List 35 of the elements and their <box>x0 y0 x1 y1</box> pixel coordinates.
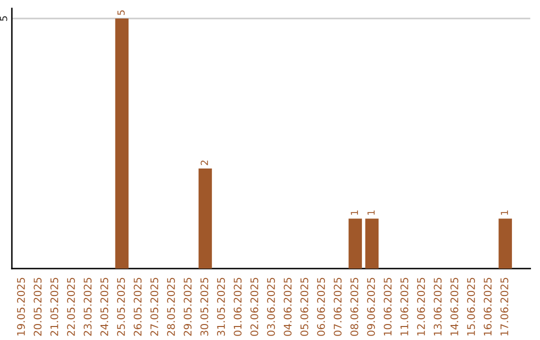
x-tick-label: 24.05.2025 <box>100 278 108 336</box>
x-tick-label: 04.06.2025 <box>284 278 292 336</box>
x-tick-label: 25.05.2025 <box>117 278 125 336</box>
x-tick-label: 13.06.2025 <box>434 278 442 336</box>
x-tick-label: 15.06.2025 <box>467 278 475 336</box>
data-label: 1 <box>350 210 358 215</box>
x-tick-label: 06.06.2025 <box>317 278 325 336</box>
x-tick-label: 26.05.2025 <box>134 278 142 336</box>
x-tick-label: 11.06.2025 <box>400 278 408 336</box>
x-tick-label: 16.06.2025 <box>484 278 492 336</box>
x-tick-label: 14.06.2025 <box>450 278 458 336</box>
x-tick-label: 30.05.2025 <box>200 278 208 336</box>
data-label: 2 <box>200 160 208 166</box>
x-tick-label: 05.06.2025 <box>300 278 308 336</box>
x-tick-label: 31.05.2025 <box>217 278 225 336</box>
x-tick-label: 29.05.2025 <box>184 278 192 336</box>
x-tick-label: 01.06.2025 <box>234 278 242 336</box>
x-tick-label: 09.06.2025 <box>367 278 375 336</box>
x-tick-label: 19.05.2025 <box>17 278 25 336</box>
x-tick-label: 21.05.2025 <box>50 278 58 336</box>
x-tick-label: 27.05.2025 <box>150 278 158 336</box>
x-tick-label: 28.05.2025 <box>167 278 175 336</box>
data-label: 1 <box>500 210 508 215</box>
x-tick-label: 03.06.2025 <box>267 278 275 336</box>
x-tick-label: 10.06.2025 <box>384 278 392 336</box>
x-tick-label: 07.06.2025 <box>334 278 342 336</box>
x-tick-label: 22.05.2025 <box>67 278 75 336</box>
data-label: 5 <box>117 10 125 15</box>
data-label: 1 <box>368 210 375 215</box>
x-tick-label: 17.06.2025 <box>500 278 508 336</box>
x-tick-label: 20.05.2025 <box>34 278 42 336</box>
x-tick-label: 12.06.2025 <box>417 278 425 336</box>
x-tick-label: 23.05.2025 <box>84 278 92 336</box>
x-tick-label: 08.06.2025 <box>350 278 358 336</box>
x-tick-label: 02.06.2025 <box>250 278 258 336</box>
